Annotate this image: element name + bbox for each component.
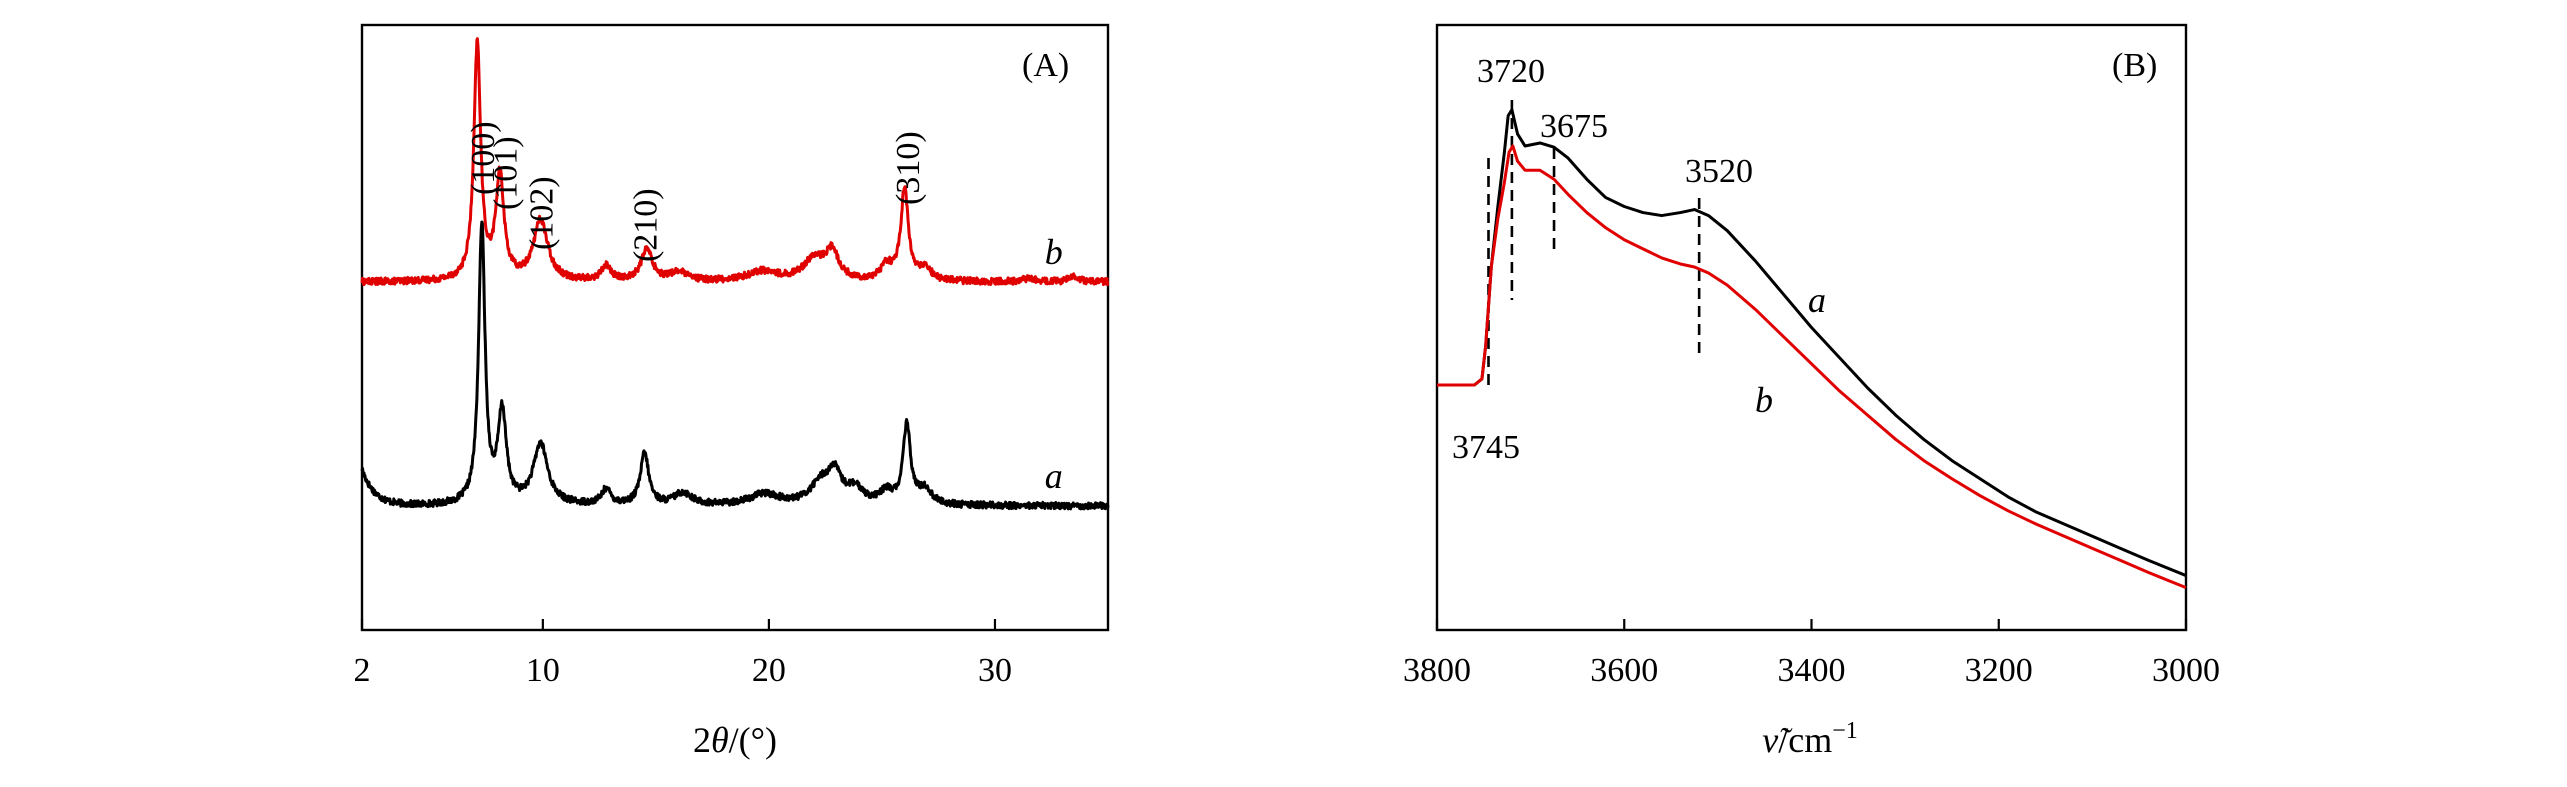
panel-b-x-tick-label-1: 3600 [1590, 652, 1658, 689]
panel-a-x-axis-label-suffix: /(°) [729, 720, 777, 760]
panel-b-x-tick-label-2: 3400 [1778, 652, 1846, 689]
panel-a: (A) 2 10 20 30 ab (100)(101)(102) (210)(310)… [354, 23, 1110, 760]
panel-a-peak-annotation-3: (210) [628, 188, 665, 262]
panel-a-x-axis-label-symbol: θ [711, 720, 729, 760]
panel-a-x-axis-label-prefix: 2 [693, 720, 711, 760]
panel-a-peak-annotation-4: (310) [890, 131, 927, 205]
panel-a-series: ab [360, 37, 1110, 511]
panel-b: (B) 3800 3600 3400 3200 3000 3745 3720 3675 352… [1403, 23, 2220, 760]
panel-b-series-a-label: a [1808, 280, 1826, 320]
panel-a-series-a-line [360, 220, 1110, 511]
panel-a-x-axis-label: 2θ/(°) [693, 720, 777, 760]
panel-b-x-axis-label-suffix: /cm [1778, 720, 1832, 760]
panel-a-series-a-label: a [1045, 456, 1063, 496]
panel-b-x-axis-label: ν̃/cm−1 [1762, 718, 1858, 760]
panel-b-band-marker-label-3675: 3675 [1540, 108, 1608, 145]
panel-b-x-tick-label-0: 3800 [1403, 652, 1471, 689]
panel-b-band-marker-label-3745: 3745 [1452, 429, 1520, 466]
panel-a-peak-annotation-0: (100) [465, 121, 502, 195]
panel-a-label: (A) [1022, 47, 1069, 84]
panel-b-series: ab [1437, 108, 2187, 590]
panel-b-label: (B) [2112, 47, 2157, 84]
panel-b-x-axis-label-exponent: −1 [1832, 718, 1858, 744]
panel-a-peak-annotations: (100)(101)(102) (210) (310) [465, 121, 927, 262]
panel-b-band-marker-label-3520: 3520 [1685, 153, 1753, 190]
panel-b-series-b-line [1437, 144, 2187, 590]
panel-a-series-b-line [360, 37, 1110, 287]
panel-b-band-markers: 3745 3720 3675 3520 [1452, 53, 1753, 466]
panel-b-band-marker-label-3720: 3720 [1477, 53, 1545, 90]
panel-a-x-tick-label-2: 20 [752, 652, 786, 689]
panel-b-series-a-line [1437, 108, 2187, 577]
panel-a-frame [360, 23, 1110, 632]
panel-a-peak-annotation-1: (101) [487, 136, 524, 210]
panel-a-x-ticks: 2 10 20 30 [354, 619, 1012, 689]
panel-b-x-tick-label-3: 3200 [1965, 652, 2033, 689]
panel-a-peak-annotation-2: (102) [524, 176, 561, 250]
panel-a-x-tick-label-1: 10 [526, 652, 560, 689]
panel-b-x-ticks: 3800 3600 3400 3200 3000 [1403, 619, 2220, 689]
panel-b-x-tick-label-4: 3000 [2152, 652, 2220, 689]
panel-b-series-b-label: b [1755, 380, 1773, 420]
panel-a-x-tick-label-3: 30 [978, 652, 1012, 689]
panel-a-x-tick-label-0: 2 [354, 652, 371, 689]
panel-a-series-b-label: b [1045, 232, 1063, 272]
